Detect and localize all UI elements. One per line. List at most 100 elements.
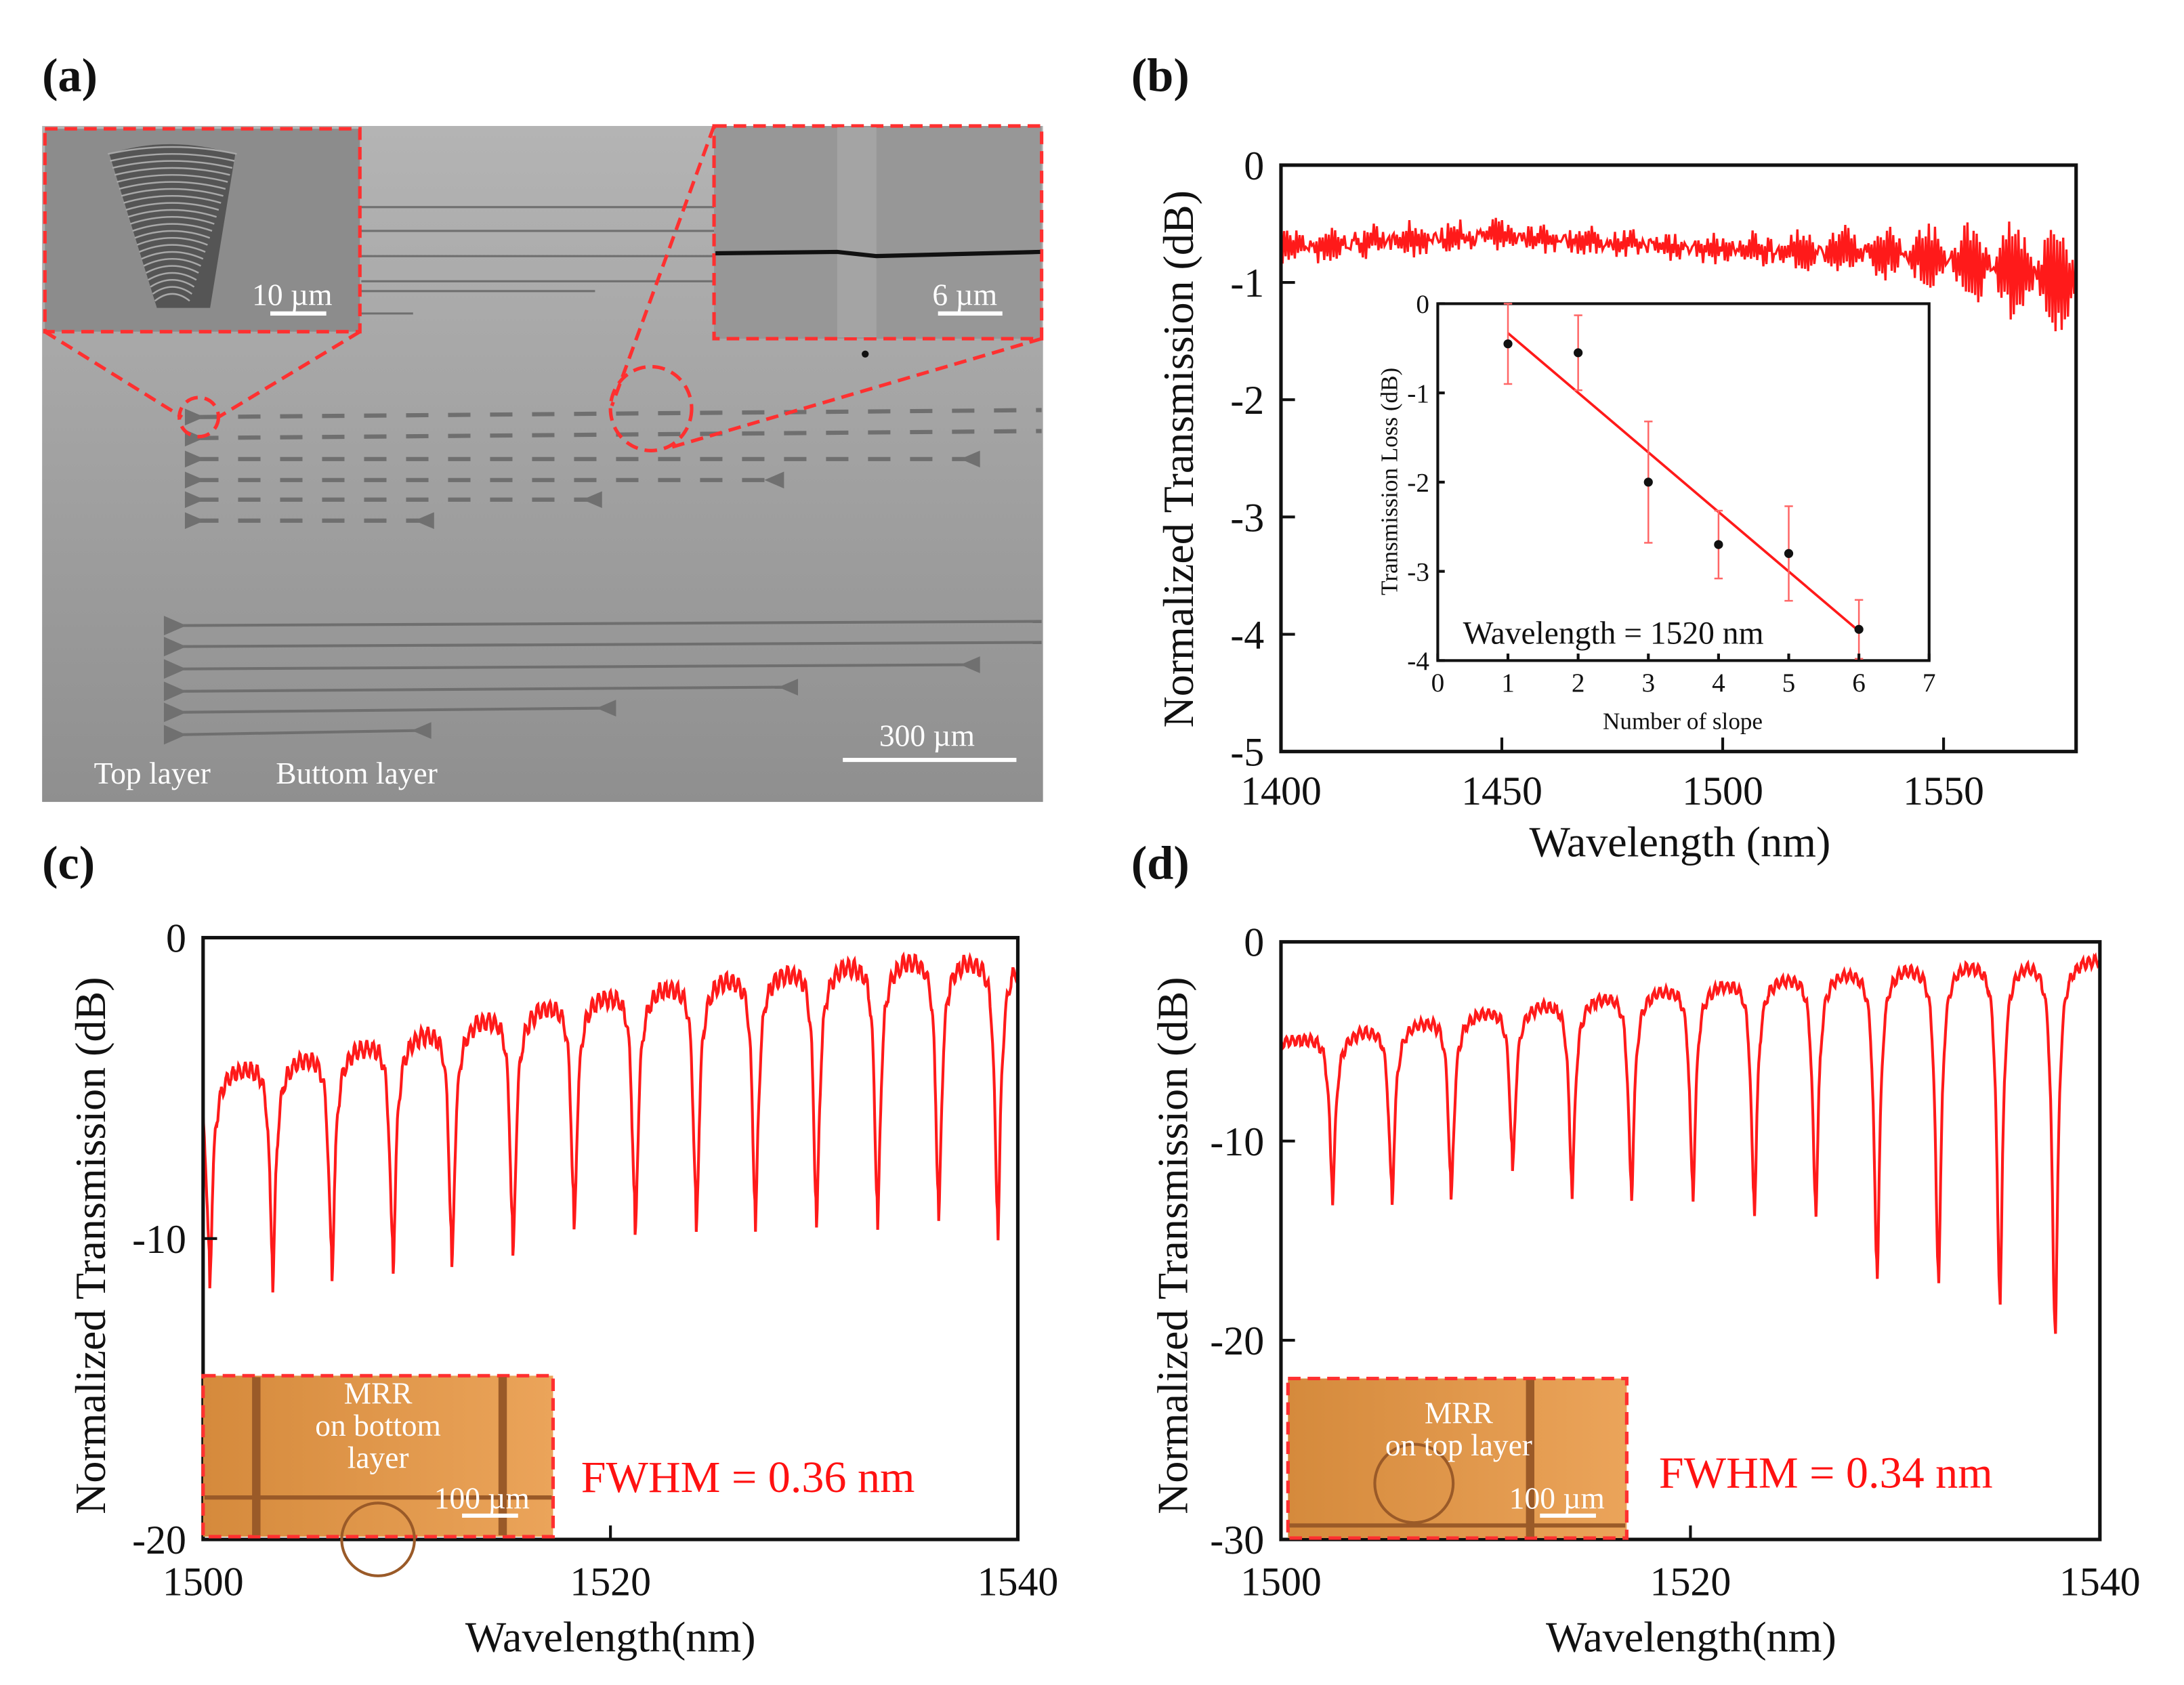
- bi-axes-ytick-label: 0: [1416, 290, 1429, 319]
- bi-axes-xtick-label: 0: [1431, 668, 1445, 698]
- b-inset-point: [1784, 549, 1794, 558]
- grating-line: [123, 195, 222, 204]
- bi-axes-ytick-label: -1: [1407, 379, 1429, 408]
- b-xlabel: Wavelength (nm): [1530, 818, 1831, 866]
- grating-line: [148, 272, 197, 281]
- d-axes-ytick-label: -30: [1210, 1518, 1264, 1562]
- b-inset-point: [1503, 339, 1513, 349]
- c-inset-scale: 100 µm: [434, 1481, 530, 1516]
- grating-line: [136, 237, 208, 246]
- grating-line: [132, 223, 213, 232]
- grating-line: [117, 174, 228, 183]
- grating-line: [119, 181, 226, 190]
- b-inset-annotation: Wavelength = 1520 nm: [1463, 616, 1764, 652]
- grating-line: [150, 279, 195, 288]
- bi-axes-xtick-label: 4: [1712, 668, 1725, 698]
- b-axes-xtick-label: 1550: [1903, 769, 1984, 813]
- c-inset-micrograph: MRR on bottom layer 100 µm: [201, 1373, 555, 1577]
- c-axes-xtick-label: 1520: [570, 1560, 651, 1604]
- b-inset-ylabel: Transmission Loss (dB): [1376, 368, 1402, 595]
- bi-axes-ytick-label: -4: [1407, 647, 1429, 676]
- grating-line: [121, 188, 224, 197]
- sem-waveguide: [175, 641, 1042, 648]
- grating-line: [139, 244, 206, 253]
- grating-line: [114, 167, 230, 176]
- c-inset-text-3: layer: [348, 1441, 409, 1475]
- grating-line: [152, 286, 192, 295]
- sem-grating-coupler: [184, 471, 205, 489]
- c-axes-ytick-label: -10: [132, 1217, 186, 1262]
- c-axes-xtick-label: 1500: [163, 1560, 244, 1604]
- sem-grating-coupler: [184, 491, 205, 509]
- b-inset-point: [1854, 624, 1864, 634]
- inset-left-scale: 10 µm: [252, 277, 332, 312]
- chart-c: 1500 1520 1540 0 -10 -20 Wavelength(nm) Norma…: [66, 916, 1058, 1661]
- sem-grating-coupler: [764, 471, 784, 489]
- d-inset-text-1: MRR: [1425, 1396, 1494, 1430]
- bottom-layer-label: Buttom layer: [276, 756, 438, 790]
- d-axes-xtick-label: 1540: [2059, 1560, 2141, 1604]
- sem-grating-coupler: [414, 512, 434, 530]
- sem-image: 10 µm 6 µm 300 µm Top layer Buttom layer: [42, 124, 1044, 803]
- sem-dashed-waveguide: [196, 408, 1042, 419]
- sem-grating-coupler: [596, 700, 616, 717]
- d-ylabel: Normalized Transmission (dB): [1149, 977, 1197, 1514]
- sem-waveguide: [175, 729, 418, 736]
- panel-label-b: (b): [1131, 49, 1190, 102]
- sem-grating-coupler: [960, 450, 980, 468]
- sem-grating-coupler: [184, 450, 205, 468]
- sem-grating-coupler: [960, 656, 980, 673]
- d-inset-scale: 100 µm: [1509, 1481, 1605, 1516]
- sem-grating-coupler: [184, 512, 205, 530]
- grating-line: [145, 265, 199, 274]
- d-trace-transmission-line: [1280, 952, 2100, 1334]
- b-axes-ytick-label: -5: [1230, 730, 1264, 775]
- bi-axes-xtick-label: 3: [1641, 668, 1655, 698]
- bi-axes-xtick-label: 1: [1501, 668, 1515, 698]
- grating-line: [127, 209, 217, 218]
- grating-line: [129, 216, 215, 225]
- sem-grating-coupler: [163, 659, 187, 679]
- sem-particle: [862, 350, 869, 358]
- inset-right-crossing: 6 µm: [712, 124, 1044, 341]
- bi-axes-xtick-label: 2: [1572, 668, 1585, 698]
- b-inset-point: [1574, 348, 1583, 358]
- d-inset-micrograph: MRR on top layer 100 µm: [1286, 1376, 1629, 1540]
- c-axes-xtick-label: 1540: [978, 1560, 1059, 1604]
- bi-axes-ytick-label: -2: [1407, 469, 1429, 498]
- b-axes-xtick-label: 1500: [1682, 769, 1763, 813]
- b-inset-fit-line: [1507, 332, 1860, 633]
- sem-grating-coupler: [184, 408, 205, 426]
- b-axes-xtick-label: 1400: [1240, 769, 1322, 813]
- c-fwhm-annotation: FWHM = 0.36 nm: [581, 1453, 915, 1502]
- sem-waveguide: [175, 620, 1042, 627]
- panel-label-c: (c): [42, 837, 95, 890]
- sem-grating-coupler: [778, 679, 799, 696]
- top-layer-label: Top layer: [94, 756, 211, 790]
- sem-grating-coupler: [411, 722, 432, 740]
- grating-line: [154, 293, 190, 302]
- c-inset-text-1: MRR: [344, 1376, 413, 1411]
- sem-waveguide: [175, 663, 967, 670]
- bi-axes-xtick-label: 7: [1923, 668, 1936, 698]
- sem-waveguide: [175, 685, 784, 693]
- grating-line: [112, 160, 233, 169]
- b-axes-ytick-label: -4: [1230, 612, 1264, 657]
- b-axes-xtick-label: 1450: [1461, 769, 1542, 813]
- d-axes-ytick-label: -10: [1210, 1119, 1264, 1164]
- d-xlabel: Wavelength(nm): [1546, 1613, 1836, 1661]
- grating-line: [134, 230, 211, 239]
- c-trace-transmission-line: [203, 951, 1018, 1293]
- d-axes-xtick-label: 1520: [1650, 1560, 1731, 1604]
- grating-line: [141, 251, 204, 260]
- b-transmission-line: [1280, 217, 2076, 332]
- b-axes-ytick-label: 0: [1244, 144, 1264, 188]
- grating-line: [110, 153, 235, 162]
- b-inset-point: [1714, 540, 1723, 549]
- bi-axes-ytick-label: -3: [1407, 557, 1429, 586]
- c-axes-ytick-label: 0: [166, 916, 186, 960]
- b-inset-chart: 0 1 2 3 4 5 6 7 0 -1 -2 -3 -4 Number of slope Transm…: [1376, 290, 1935, 734]
- grating-line: [125, 202, 219, 211]
- bi-axes-xtick-label: 6: [1852, 668, 1866, 698]
- inset-right-scale: 6 µm: [932, 277, 997, 312]
